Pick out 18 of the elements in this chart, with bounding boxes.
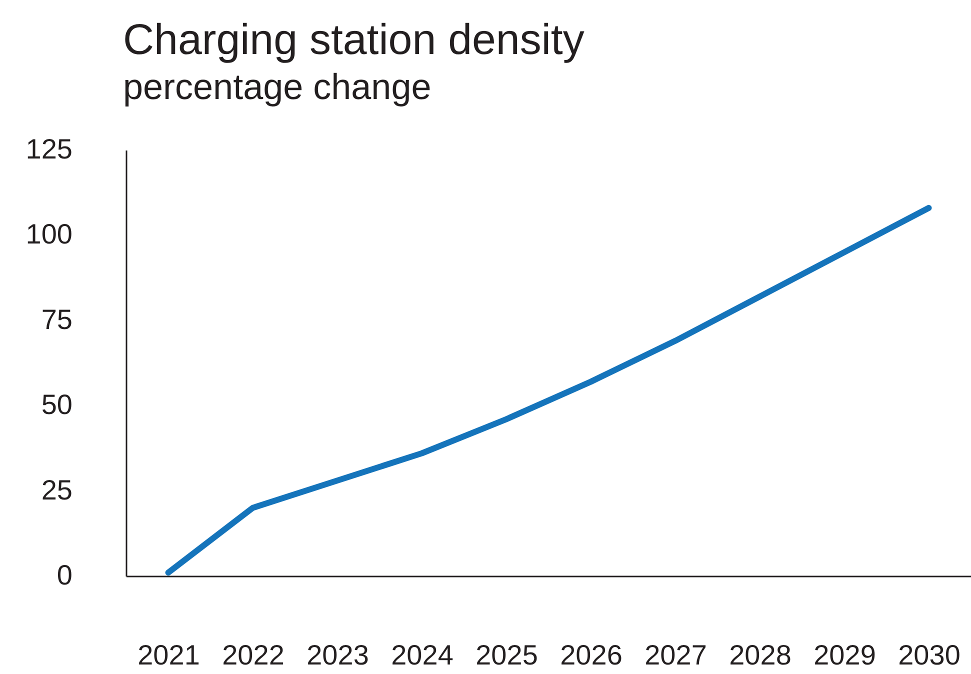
x-tick-label: 2023	[306, 640, 369, 670]
y-tick-label: 100	[26, 218, 72, 250]
x-tick-label: 2030	[898, 640, 960, 670]
y-tick-label: 75	[41, 304, 72, 335]
x-tick-label: 2028	[729, 640, 792, 670]
x-tick-label: 2029	[814, 640, 876, 670]
y-tick-label: 0	[56, 560, 72, 590]
x-tick-label: 2026	[560, 640, 622, 670]
y-tick-label: 25	[41, 474, 72, 506]
x-tick-label: 2021	[138, 640, 200, 670]
y-tick-label: 50	[41, 389, 72, 420]
chart-title: Charging station density	[123, 16, 585, 64]
x-tick-label: 2025	[476, 640, 538, 670]
chart-subtitle: percentage change	[123, 66, 432, 107]
x-tick-label: 2024	[391, 640, 454, 670]
y-tick-label: 125	[26, 134, 72, 164]
x-tick-label: 2022	[222, 640, 284, 670]
x-tick-label: 2027	[644, 640, 707, 670]
